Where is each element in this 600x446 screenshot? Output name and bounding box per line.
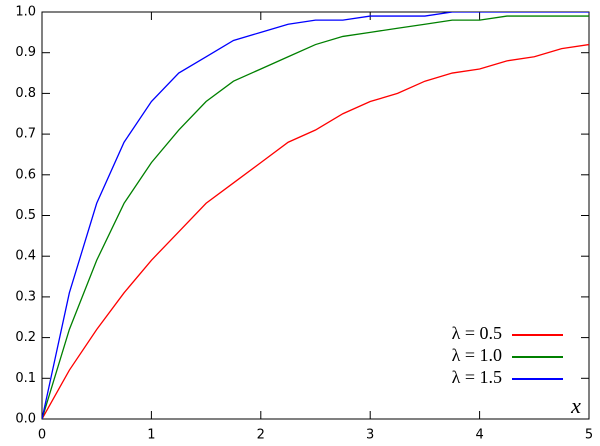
series-line bbox=[42, 43, 589, 419]
y-tick-label: 0.8 bbox=[15, 86, 36, 101]
legend-label: λ = 1.0 bbox=[452, 345, 502, 365]
y-tick-label: 0.1 bbox=[15, 371, 36, 386]
y-tick-label: 0.3 bbox=[15, 289, 36, 304]
series-line bbox=[42, 12, 589, 419]
y-tick-label: 0.7 bbox=[15, 127, 36, 142]
x-tick-label: 2 bbox=[257, 428, 265, 443]
x-tick-label: 4 bbox=[475, 428, 483, 443]
y-tick-label: 0.0 bbox=[15, 412, 36, 427]
x-tick-label: 1 bbox=[147, 428, 155, 443]
y-tick-label: 0.2 bbox=[15, 330, 36, 345]
series-line bbox=[42, 15, 589, 419]
y-tick-label: 0.6 bbox=[15, 167, 36, 182]
legend-label: λ = 1.5 bbox=[452, 367, 502, 387]
plot-frame bbox=[41, 11, 590, 420]
y-tick-label: 0.5 bbox=[15, 208, 36, 223]
x-tick-label: 0 bbox=[38, 428, 46, 443]
y-tick-label: 1.0 bbox=[15, 5, 36, 20]
y-tick-label: 0.9 bbox=[15, 45, 36, 60]
x-tick-label: 5 bbox=[585, 428, 593, 443]
x-axis-label: x bbox=[570, 393, 581, 418]
y-tick-label: 0.4 bbox=[15, 249, 36, 264]
legend-label: λ = 0.5 bbox=[452, 323, 502, 343]
x-tick-label: 3 bbox=[366, 428, 374, 443]
